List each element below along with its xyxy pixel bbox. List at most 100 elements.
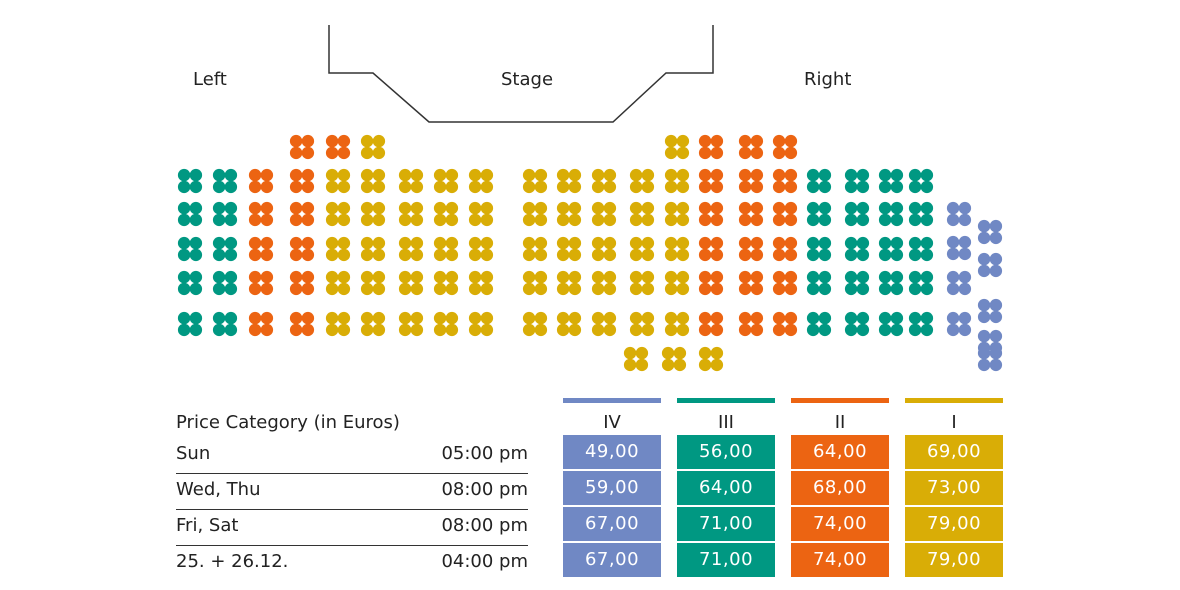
seat-dot [603, 180, 617, 194]
seat-dot [189, 282, 203, 296]
seat-dot [212, 270, 226, 284]
seat-dot [325, 282, 339, 296]
seat-dot [248, 270, 262, 284]
seat-block-iii [844, 311, 870, 337]
seat-dot [260, 236, 274, 250]
seat-dot [890, 168, 904, 182]
seat-dot [710, 213, 724, 227]
seat-block-i [468, 201, 494, 227]
seat-dot [248, 213, 262, 227]
seat-block-ii [289, 236, 315, 262]
seat-dot [664, 168, 678, 182]
seat-dot [248, 323, 262, 337]
seat-dot [946, 270, 960, 284]
seat-dot [212, 323, 226, 337]
seat-dot [360, 270, 374, 284]
seat-block-i [398, 168, 424, 194]
seat-dot [784, 134, 798, 148]
seat-dot [410, 213, 424, 227]
seat-block-i [664, 311, 690, 337]
seat-dot [360, 146, 374, 160]
seat-dot [603, 282, 617, 296]
seat-dot [534, 168, 548, 182]
seat-block-i [629, 311, 655, 337]
seat-dot [360, 168, 374, 182]
seat-dot [189, 201, 203, 215]
seat-dot [522, 168, 536, 182]
seat-block-iii [878, 236, 904, 262]
seat-block-i [629, 270, 655, 296]
seat-dot [360, 201, 374, 215]
seat-dot [360, 282, 374, 296]
seat-dot [772, 146, 786, 160]
seat-block-ii [698, 201, 724, 227]
seat-block-i [664, 201, 690, 227]
seat-dot [301, 180, 315, 194]
seat-dot [641, 311, 655, 325]
seat-dot [641, 248, 655, 262]
seating-plan: Left Stage Right [177, 25, 1003, 372]
seat-dot [750, 168, 764, 182]
seat-dot [189, 168, 203, 182]
seat-block-i [591, 270, 617, 296]
seat-dot [433, 236, 447, 250]
seat-dot [534, 213, 548, 227]
seat-block-i [629, 236, 655, 262]
seat-dot [623, 358, 637, 372]
price-cell: 67,00 [563, 543, 661, 577]
category-ii-header: II [834, 412, 846, 433]
seat-block-i [629, 168, 655, 194]
seat-dot [603, 201, 617, 215]
seat-dot [177, 248, 191, 262]
seat-dot [989, 329, 1003, 343]
seat-dot [772, 236, 786, 250]
seat-block-iii [908, 311, 934, 337]
seat-dot [224, 236, 238, 250]
seat-dot [989, 252, 1003, 266]
seat-block-iii [878, 311, 904, 337]
seat-dot [710, 311, 724, 325]
seat-dot [568, 311, 582, 325]
seat-dot [189, 236, 203, 250]
seat-dot [433, 311, 447, 325]
seat-dot [337, 134, 351, 148]
seat-dot [372, 248, 386, 262]
seat-block-iv [946, 235, 972, 261]
seat-block-iii [908, 168, 934, 194]
seat-dot [410, 311, 424, 325]
seat-dot [698, 146, 712, 160]
seat-dot [556, 248, 570, 262]
seat-dot [591, 311, 605, 325]
seat-dot [750, 311, 764, 325]
seat-dot [177, 236, 191, 250]
seat-dot [908, 201, 922, 215]
price-cell: 71,00 [677, 543, 775, 577]
seat-dot [248, 282, 262, 296]
seat-dot [784, 201, 798, 215]
seat-dot [989, 346, 1003, 360]
seat-block-i [522, 270, 548, 296]
seat-dot [398, 236, 412, 250]
seat-dot [750, 180, 764, 194]
seat-dot [806, 168, 820, 182]
seat-dot [360, 180, 374, 194]
seat-dot [946, 213, 960, 227]
seat-dot [480, 311, 494, 325]
seat-dot [818, 213, 832, 227]
price-cell: 49,00 [563, 435, 661, 469]
seat-dot [224, 270, 238, 284]
seat-dot [337, 311, 351, 325]
seat-dot [784, 323, 798, 337]
seat-dot [325, 213, 339, 227]
seat-dot [946, 311, 960, 325]
seat-dot [664, 270, 678, 284]
seat-dot [784, 236, 798, 250]
seat-dot [445, 323, 459, 337]
seat-dot [629, 323, 643, 337]
seat-dot [664, 323, 678, 337]
seat-dot [946, 201, 960, 215]
seat-block-iii [878, 201, 904, 227]
seat-dot [433, 270, 447, 284]
seat-dot [856, 282, 870, 296]
seat-block-ii [772, 311, 798, 337]
